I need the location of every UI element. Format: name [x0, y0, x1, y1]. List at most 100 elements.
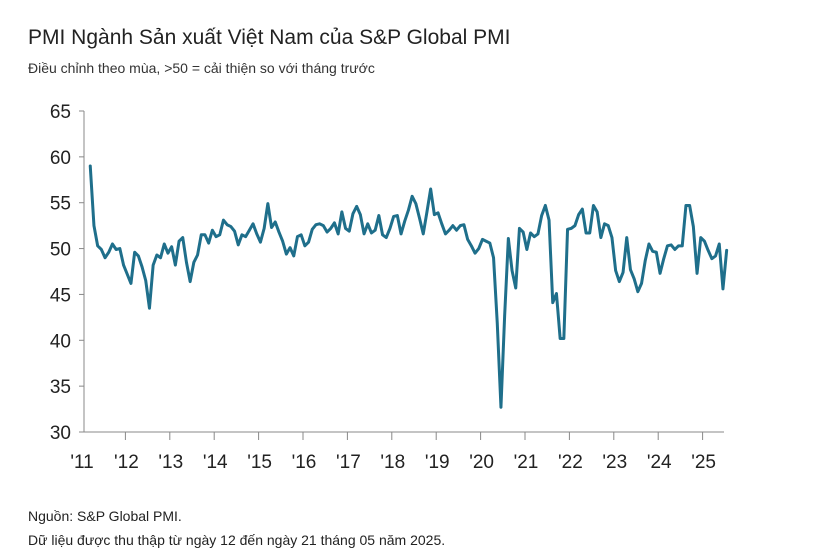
data-point-102	[466, 238, 469, 241]
data-point-150	[644, 259, 647, 262]
data-point-31	[203, 233, 207, 237]
data-point-171	[721, 287, 725, 291]
data-point-154	[658, 272, 662, 275]
data-point-131	[573, 224, 577, 227]
data-point-166	[703, 240, 706, 243]
data-point-74	[362, 232, 366, 236]
data-point-65	[329, 227, 332, 230]
data-point-26	[185, 261, 188, 264]
data-point-169	[714, 254, 717, 258]
data-point-33	[211, 229, 214, 232]
data-collection-note: Dữ liệu được thu thập từ ngày 12 đến ngà…	[28, 532, 446, 548]
data-point-83	[396, 214, 399, 217]
data-point-113	[507, 237, 510, 240]
data-point-111	[499, 406, 503, 409]
data-point-152	[651, 250, 654, 253]
data-point-130	[570, 227, 573, 230]
data-point-151	[647, 242, 651, 246]
data-point-3	[100, 248, 103, 251]
data-point-8	[118, 247, 122, 250]
data-point-50	[274, 220, 277, 224]
data-point-38	[229, 225, 233, 228]
data-point-7	[114, 248, 118, 251]
data-point-80	[385, 236, 388, 239]
data-point-160	[681, 244, 684, 248]
data-point-114	[510, 269, 514, 272]
data-point-24	[177, 240, 181, 243]
data-point-162	[688, 204, 691, 207]
data-point-66	[333, 221, 336, 225]
data-point-14	[140, 265, 144, 269]
data-point-73	[359, 213, 362, 216]
data-point-75	[366, 222, 369, 226]
source-note: Nguồn: S&P Global PMI.	[28, 508, 182, 524]
data-point-77	[373, 229, 377, 232]
x-tick-label-25: '25	[691, 452, 716, 473]
data-point-32	[207, 241, 210, 245]
data-point-129	[566, 228, 569, 231]
data-point-25	[181, 236, 184, 239]
data-point-6	[111, 242, 114, 246]
data-point-128	[562, 337, 566, 340]
data-point-41	[240, 233, 244, 237]
data-point-124	[547, 218, 551, 222]
data-point-46	[259, 240, 262, 244]
x-tick-label-23: '23	[602, 452, 627, 473]
data-point-76	[370, 231, 373, 235]
data-point-62	[318, 222, 321, 226]
data-point-78	[377, 214, 381, 217]
data-point-143	[618, 280, 621, 283]
y-tick-label-60: 60	[50, 148, 71, 169]
data-point-47	[262, 227, 266, 230]
data-point-19	[159, 256, 162, 259]
data-point-20	[163, 242, 166, 246]
data-point-87	[410, 195, 414, 198]
data-point-70	[348, 229, 351, 233]
data-point-158	[673, 248, 677, 251]
data-point-172	[725, 249, 728, 252]
data-point-85	[403, 219, 406, 223]
data-point-42	[244, 235, 247, 238]
data-point-15	[144, 279, 147, 282]
data-point-4	[103, 256, 107, 259]
data-point-21	[166, 251, 170, 255]
data-point-167	[706, 249, 710, 252]
data-point-84	[399, 232, 403, 236]
data-point-141	[610, 236, 614, 239]
y-tick-label-35: 35	[50, 377, 71, 398]
x-tick-label-20: '20	[469, 452, 494, 473]
data-point-122	[540, 214, 543, 217]
y-tick-label-55: 55	[50, 194, 71, 215]
data-point-91	[425, 210, 429, 214]
data-point-107	[484, 240, 488, 243]
data-point-103	[470, 244, 473, 248]
data-point-110	[496, 321, 499, 325]
data-point-164	[695, 272, 699, 275]
data-point-132	[577, 213, 580, 216]
data-point-156	[666, 244, 669, 248]
data-point-123	[544, 204, 547, 207]
data-point-39	[233, 229, 236, 233]
data-point-56	[296, 235, 299, 238]
data-point-142	[614, 269, 617, 272]
data-point-67	[336, 232, 340, 236]
x-tick-label-19: '19	[425, 452, 450, 473]
data-point-126	[555, 292, 558, 295]
series-group	[88, 164, 729, 409]
data-point-36	[222, 218, 225, 222]
data-point-18	[155, 253, 159, 257]
data-point-60	[311, 228, 314, 231]
data-point-95	[440, 222, 443, 226]
data-point-55	[292, 254, 295, 258]
x-tick-label-15: '15	[247, 452, 272, 473]
x-tick-label-17: '17	[336, 452, 361, 473]
data-point-134	[584, 231, 588, 235]
chart-title: PMI Ngành Sản xuất Việt Nam của S&P Glob…	[28, 26, 511, 49]
data-point-159	[677, 244, 680, 248]
data-point-34	[214, 235, 218, 238]
data-point-88	[414, 202, 418, 205]
x-tick-label-14: '14	[203, 452, 228, 473]
y-tick-label-40: 40	[50, 331, 71, 352]
data-point-145	[625, 236, 628, 239]
x-tick-label-12: '12	[114, 452, 139, 473]
